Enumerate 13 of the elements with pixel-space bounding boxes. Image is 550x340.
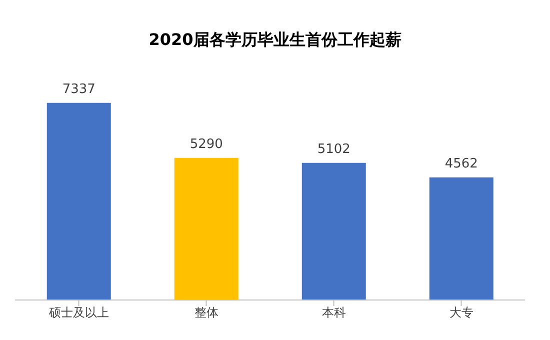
x-tick-label: 大专 <box>449 306 474 320</box>
data-label: 5290 <box>190 136 223 152</box>
bar <box>429 177 494 300</box>
x-tick-label: 整体 <box>194 306 218 320</box>
bar <box>174 158 238 300</box>
data-label: 5102 <box>317 142 350 157</box>
bar <box>46 102 111 300</box>
chart-title: 2020届各学历毕业生首份工作起薪 <box>148 30 402 51</box>
x-tick-label: 本科 <box>322 306 346 320</box>
bar <box>302 162 366 300</box>
x-tick-label: 硕士及以上 <box>48 306 109 320</box>
data-label: 4562 <box>444 156 478 172</box>
data-label: 7337 <box>62 82 96 97</box>
